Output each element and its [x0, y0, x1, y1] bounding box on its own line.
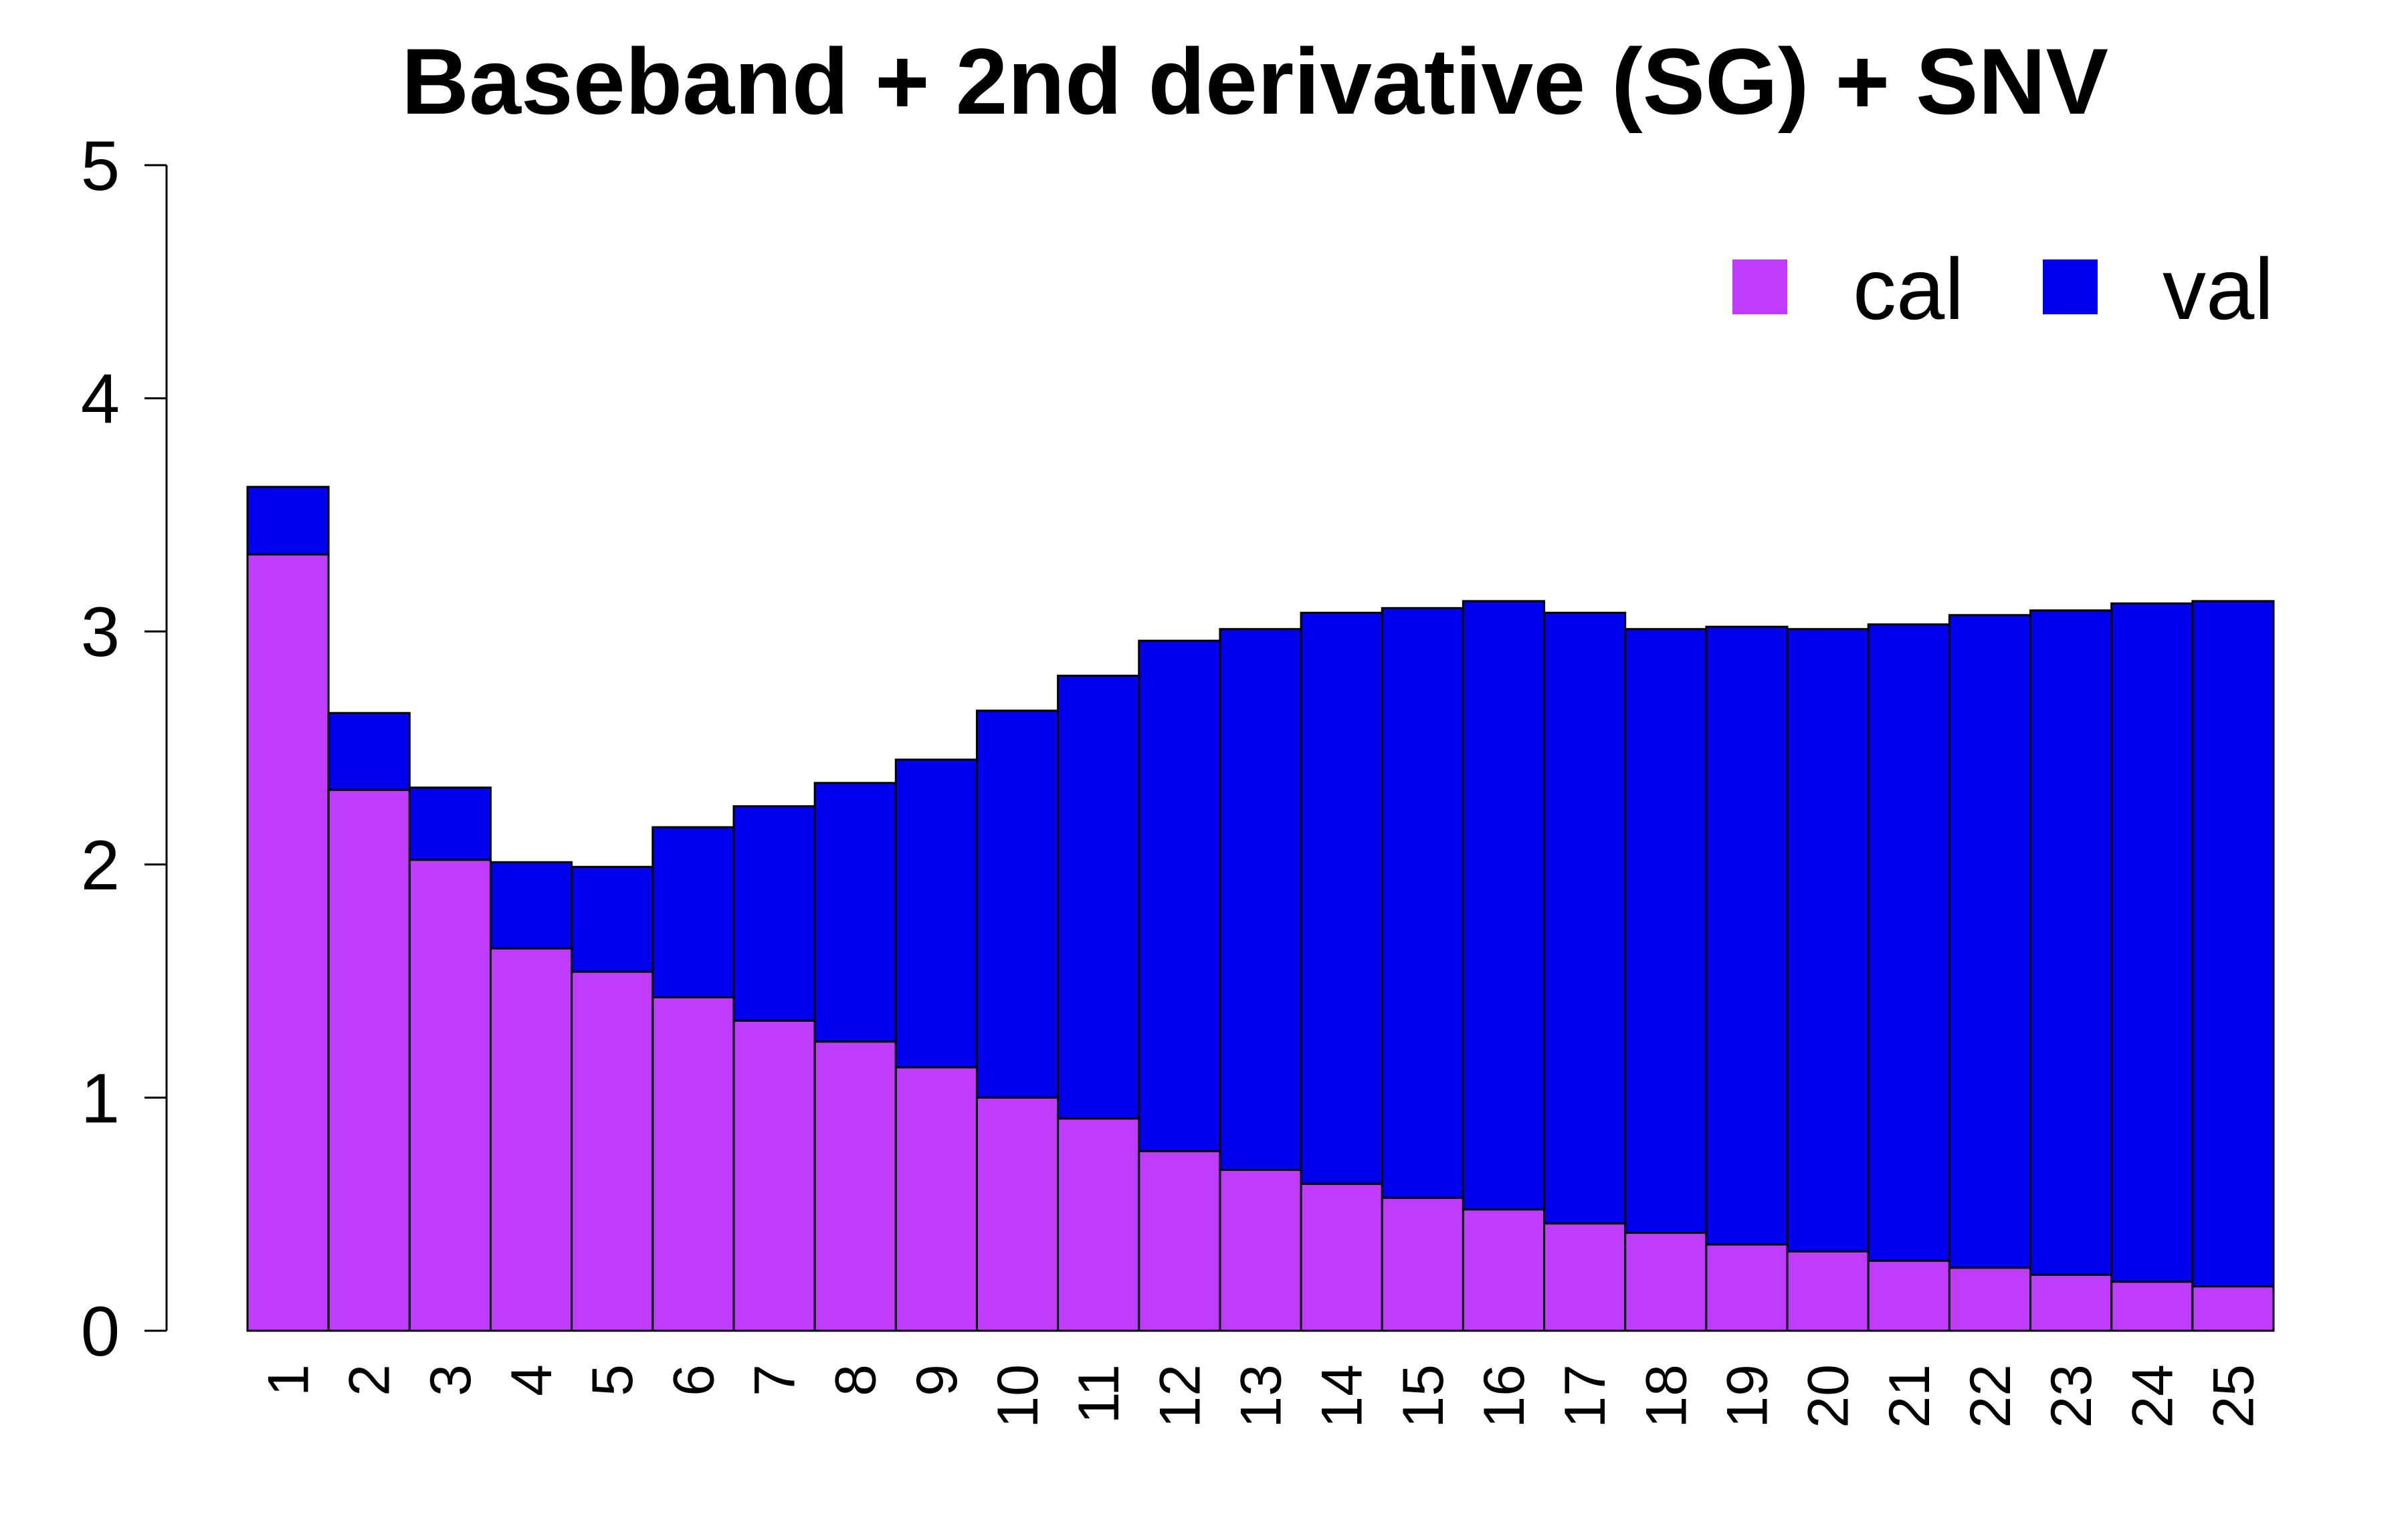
legend-swatch-cal	[1732, 259, 1787, 314]
bar-val-18	[1624, 628, 1708, 1234]
bar-val-7	[732, 805, 816, 1022]
x-tick-label-2: 2	[338, 1364, 402, 1396]
x-tick-label-4: 4	[500, 1364, 564, 1396]
y-tick-label-2: 2	[81, 827, 120, 905]
legend-swatch-val	[2043, 259, 2098, 314]
x-axis-labels: 1 2 3 4 5 6 7 8 9 10 11 12 13 14 15 16 17 18 19 20 21 22 23 24 2…	[257, 1364, 2266, 1428]
bar-cal-1	[246, 553, 330, 1332]
bar-cal-25	[2191, 1285, 2275, 1332]
x-tick-label-10: 10	[986, 1364, 1050, 1428]
x-tick-label-17: 17	[1553, 1364, 1617, 1428]
bar-val-10	[975, 710, 1060, 1099]
bar-val-24	[2110, 602, 2194, 1283]
x-tick-label-25: 25	[2201, 1364, 2266, 1428]
x-tick-label-8: 8	[824, 1364, 888, 1396]
bar-cal-7	[732, 1019, 816, 1332]
bar-val-9	[894, 758, 978, 1069]
bar-cal-23	[2029, 1273, 2113, 1332]
y-tick-label-5: 5	[81, 127, 120, 205]
bar-cal-14	[1300, 1182, 1383, 1332]
x-tick-label-12: 12	[1148, 1364, 1212, 1428]
bar-val-16	[1462, 600, 1546, 1211]
x-tick-label-13: 13	[1229, 1364, 1294, 1428]
x-tick-label-18: 18	[1634, 1364, 1698, 1428]
x-tick-label-24: 24	[2120, 1364, 2185, 1428]
bars-layer	[246, 485, 2275, 1332]
y-tick-label-4: 4	[81, 360, 120, 439]
bar-cal-4	[489, 947, 573, 1332]
x-tick-label-22: 22	[1959, 1364, 2023, 1428]
bar-val-17	[1543, 611, 1627, 1225]
chart-title: Baseband + 2nd derivative (SG) + SNV	[401, 29, 2108, 134]
x-tick-label-23: 23	[2039, 1364, 2104, 1428]
bar-val-12	[1138, 639, 1221, 1153]
legend: cal val	[1732, 240, 2274, 338]
bar-cal-24	[2110, 1281, 2194, 1332]
bar-cal-11	[1057, 1117, 1140, 1332]
x-tick-label-7: 7	[743, 1364, 807, 1396]
bar-cal-18	[1624, 1232, 1708, 1332]
bar-cal-19	[1705, 1243, 1789, 1332]
bar-cal-5	[571, 970, 654, 1332]
x-tick-label-20: 20	[1797, 1364, 1861, 1428]
bar-cal-8	[813, 1041, 897, 1332]
x-tick-label-6: 6	[662, 1364, 726, 1396]
x-tick-label-19: 19	[1715, 1364, 1779, 1428]
bar-val-23	[2029, 609, 2113, 1276]
bar-val-8	[813, 782, 897, 1043]
bar-cal-12	[1138, 1150, 1221, 1332]
x-tick-label-21: 21	[1878, 1364, 1942, 1428]
bar-val-13	[1219, 628, 1302, 1171]
bar-val-14	[1300, 611, 1383, 1185]
bar-val-2	[327, 712, 411, 791]
legend-label-cal: cal	[1853, 240, 1964, 338]
bar-cal-22	[1948, 1267, 2032, 1332]
x-tick-label-5: 5	[581, 1364, 645, 1396]
bar-cal-16	[1462, 1208, 1546, 1332]
bar-val-20	[1786, 628, 1870, 1253]
bar-val-15	[1381, 607, 1464, 1199]
legend-label-val: val	[2163, 240, 2274, 338]
x-tick-label-1: 1	[257, 1364, 321, 1396]
x-tick-label-16: 16	[1472, 1364, 1536, 1428]
x-tick-label-14: 14	[1310, 1364, 1375, 1428]
bar-cal-9	[894, 1066, 978, 1332]
bar-val-11	[1057, 674, 1140, 1120]
x-tick-label-15: 15	[1391, 1364, 1456, 1428]
bar-cal-21	[1867, 1259, 1950, 1332]
y-tick-label-1: 1	[81, 1059, 120, 1137]
bar-val-6	[651, 826, 735, 999]
bar-val-4	[489, 861, 573, 950]
x-tick-label-11: 11	[1067, 1364, 1131, 1424]
bar-val-22	[1948, 614, 2032, 1269]
y-axis: 0 1 2 3 4 5	[81, 127, 168, 1371]
bar-cal-20	[1786, 1250, 1870, 1332]
bar-cal-2	[327, 788, 411, 1332]
bar-cal-6	[651, 996, 735, 1332]
bar-val-3	[408, 786, 492, 861]
bar-cal-3	[408, 859, 492, 1332]
y-tick-label-3: 3	[81, 593, 120, 671]
bar-cal-13	[1219, 1168, 1302, 1332]
bar-val-1	[246, 485, 330, 556]
bar-val-19	[1705, 625, 1789, 1246]
bar-cal-10	[975, 1096, 1060, 1332]
bar-val-25	[2191, 600, 2275, 1288]
y-tick-label-0: 0	[81, 1293, 120, 1371]
bar-val-21	[1867, 623, 1950, 1262]
x-tick-label-9: 9	[905, 1364, 969, 1396]
x-tick-label-3: 3	[419, 1364, 483, 1396]
bar-val-5	[571, 865, 654, 973]
bar-cal-15	[1381, 1196, 1464, 1332]
bar-cal-17	[1543, 1222, 1627, 1332]
